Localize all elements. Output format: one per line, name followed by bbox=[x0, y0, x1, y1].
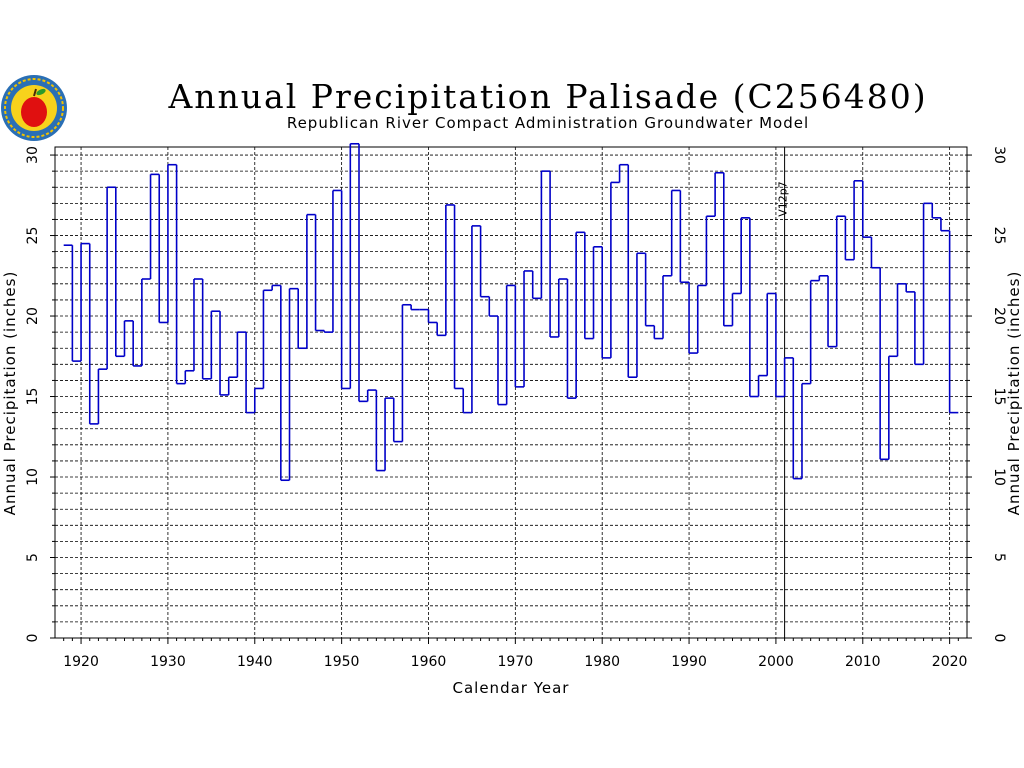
logo bbox=[1, 75, 67, 141]
precipitation-steps bbox=[63, 142, 959, 482]
y-axis-label-left: Annual Precipitation (inches) bbox=[1, 271, 19, 516]
x-tick-label: 1940 bbox=[237, 654, 273, 670]
x-tick-label: 2010 bbox=[845, 654, 881, 670]
apple-stem-icon bbox=[33, 88, 37, 97]
y-tick-label-left: 15 bbox=[25, 388, 41, 406]
model-annotation: V12p7 bbox=[777, 147, 790, 638]
y-tick-label-right: 25 bbox=[991, 227, 1007, 245]
x-tick-label: 1930 bbox=[150, 654, 186, 670]
x-tick-label: 1990 bbox=[671, 654, 707, 670]
chart-subtitle: Republican River Compact Administration … bbox=[287, 114, 809, 132]
apple-leaf-icon bbox=[36, 88, 46, 96]
apple-icon bbox=[21, 97, 47, 127]
y-tick-label-left: 0 bbox=[25, 634, 41, 643]
y-tick-label-right: 5 bbox=[991, 553, 1007, 562]
y-tick-label-right: 30 bbox=[991, 146, 1007, 164]
y-tick-label-left: 25 bbox=[25, 227, 41, 245]
x-tick-label: 1980 bbox=[584, 654, 620, 670]
x-axis-label: Calendar Year bbox=[453, 679, 570, 697]
x-tick-label: 1920 bbox=[63, 654, 99, 670]
chart-title: Annual Precipitation Palisade (C256480) bbox=[167, 77, 927, 116]
x-tick-label: 2000 bbox=[758, 654, 794, 670]
annotation-label: V12p7 bbox=[777, 181, 790, 217]
logo-text-ring bbox=[4, 78, 64, 138]
y-axis-label-right: Annual Precipitation (inches) bbox=[1005, 271, 1023, 516]
y-tick-label-right: 20 bbox=[991, 307, 1007, 325]
y-tick-label-left: 30 bbox=[25, 146, 41, 164]
y-tick-label-left: 5 bbox=[25, 553, 41, 562]
x-tick-label: 1960 bbox=[411, 654, 447, 670]
y-tick-label-right: 15 bbox=[991, 388, 1007, 406]
y-tick-label-left: 10 bbox=[25, 468, 41, 486]
grid bbox=[55, 147, 967, 638]
x-tick-label: 1970 bbox=[498, 654, 534, 670]
x-tick-label: 1950 bbox=[324, 654, 360, 670]
axis-ticks: 1920 1930 1940 1950 1960 1970 1980 1990 2000 2010… bbox=[25, 146, 1007, 670]
plot-frame bbox=[54, 146, 968, 639]
y-tick-label-left: 20 bbox=[25, 307, 41, 325]
y-tick-label-right: 10 bbox=[991, 468, 1007, 486]
y-tick-label-right: 0 bbox=[991, 634, 1007, 643]
x-tick-label: 2020 bbox=[932, 654, 968, 670]
